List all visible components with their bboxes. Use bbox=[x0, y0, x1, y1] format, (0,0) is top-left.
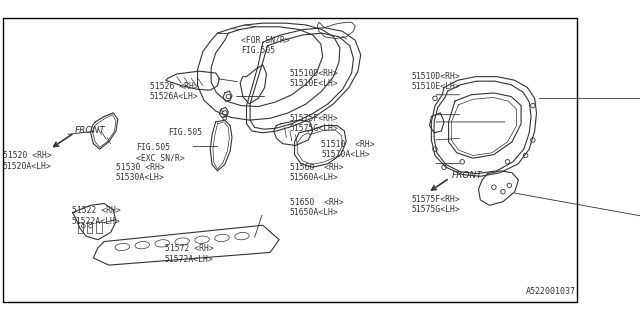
Text: 51650  <RH>
51650A<LH>: 51650 <RH> 51650A<LH> bbox=[290, 198, 344, 217]
Ellipse shape bbox=[175, 238, 189, 245]
Ellipse shape bbox=[235, 232, 249, 240]
Text: FRONT: FRONT bbox=[451, 171, 482, 180]
Text: 51572 <RH>
51572A<LH>: 51572 <RH> 51572A<LH> bbox=[164, 244, 214, 263]
Ellipse shape bbox=[215, 234, 229, 242]
Text: <FOR SN/R>
FIG.505: <FOR SN/R> FIG.505 bbox=[241, 35, 289, 55]
Ellipse shape bbox=[135, 242, 150, 249]
Ellipse shape bbox=[155, 240, 170, 247]
Text: 51522 <RH>
51522A<LH>: 51522 <RH> 51522A<LH> bbox=[72, 206, 121, 226]
Text: 51526 <RH>
51526A<LH>: 51526 <RH> 51526A<LH> bbox=[150, 82, 198, 101]
Ellipse shape bbox=[115, 243, 129, 251]
Text: 51560  <RH>
51560A<LH>: 51560 <RH> 51560A<LH> bbox=[290, 163, 344, 182]
Text: 51510D<RH>
51510E<LH>: 51510D<RH> 51510E<LH> bbox=[412, 72, 461, 91]
Text: A522001037: A522001037 bbox=[525, 287, 575, 296]
Text: 51530 <RH>
51530A<LH>: 51530 <RH> 51530A<LH> bbox=[116, 163, 164, 182]
Text: FRONT: FRONT bbox=[76, 126, 106, 135]
Ellipse shape bbox=[195, 236, 209, 244]
Text: 51575F<RH>
51575G<LH>: 51575F<RH> 51575G<LH> bbox=[412, 195, 461, 214]
Text: 51510  <RH>
51510A<LH>: 51510 <RH> 51510A<LH> bbox=[321, 140, 375, 159]
Text: 51520 <RH>
51520A<LH>: 51520 <RH> 51520A<LH> bbox=[3, 151, 52, 171]
Text: 51575F<RH>
51575G<LH>: 51575F<RH> 51575G<LH> bbox=[290, 114, 339, 133]
Text: 51510D<RH>
51510E<LH>: 51510D<RH> 51510E<LH> bbox=[290, 69, 339, 88]
Text: FIG.505: FIG.505 bbox=[168, 128, 202, 137]
Text: FIG.505
<EXC SN/R>: FIG.505 <EXC SN/R> bbox=[136, 143, 185, 162]
